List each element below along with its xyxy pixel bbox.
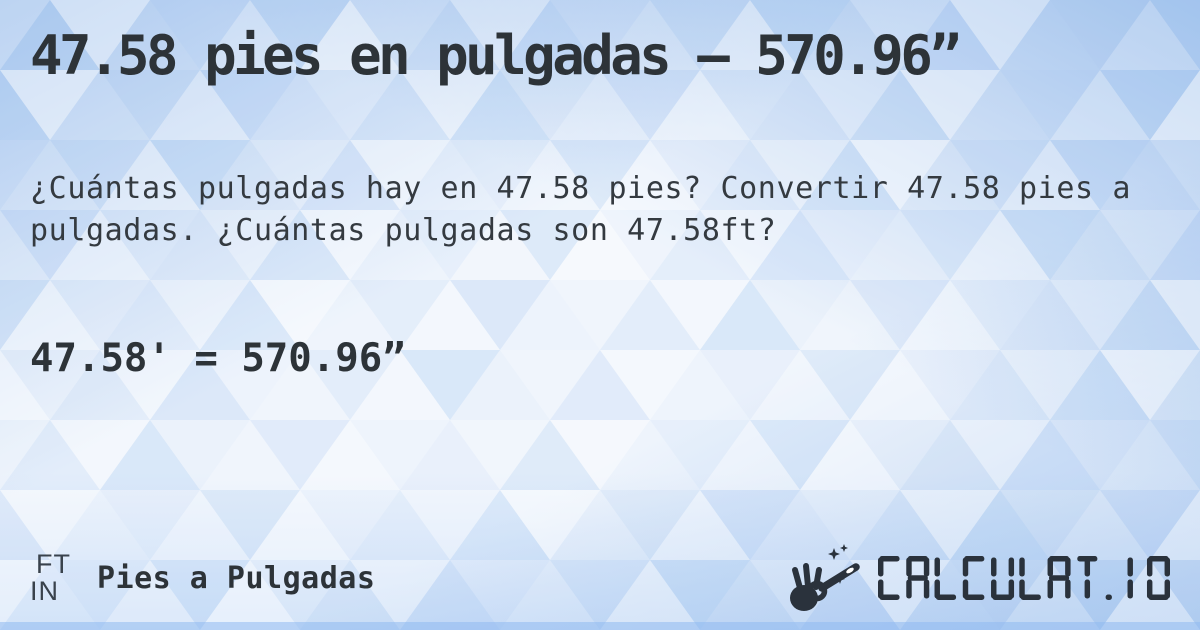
brand-wordmark-calculatio [878,556,1170,600]
brand-logo [788,542,1170,614]
converter-label: Pies a Pulgadas [97,560,376,596]
footer: FT IN Pies a Pulgadas [30,538,1170,618]
conversion-result: 47.58' = 570.96” [30,336,406,381]
conversion-description: ¿Cuántas pulgadas hay en 47.58 pies? Con… [30,171,1132,248]
unit-badge-to: IN [30,576,59,606]
page-title: 47.58 pies en pulgadas — 570.96” [30,24,962,87]
magic-wand-hand-icon [790,544,860,611]
unit-badge-ft-in: FT IN [30,551,71,605]
unit-badge-from: FT [36,549,71,579]
bottom-accent-band [0,622,1200,630]
